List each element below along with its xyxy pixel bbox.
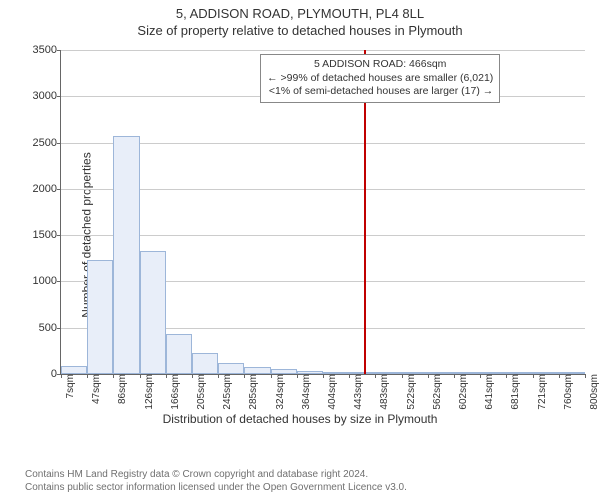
y-tick-label: 1500 xyxy=(33,229,61,241)
y-tick-label: 500 xyxy=(39,322,61,334)
page-title: 5, ADDISON ROAD, PLYMOUTH, PL4 8LL xyxy=(0,0,600,21)
footer-line-1: Contains HM Land Registry data © Crown c… xyxy=(25,469,407,482)
histogram-bar xyxy=(113,136,139,374)
x-tick-label: 641sqm xyxy=(480,374,495,410)
annotation-line-2: ← >99% of detached houses are smaller (6… xyxy=(267,72,493,86)
histogram-bar xyxy=(192,353,218,374)
x-tick-label: 285sqm xyxy=(244,374,259,410)
y-tick-label: 2500 xyxy=(33,137,61,149)
footer-line-2: Contains public sector information licen… xyxy=(25,482,407,495)
histogram-bar xyxy=(244,367,270,374)
x-tick-label: 86sqm xyxy=(113,374,128,404)
y-tick-label: 3500 xyxy=(33,44,61,56)
footer-attribution: Contains HM Land Registry data © Crown c… xyxy=(25,469,407,494)
annotation-line-1: 5 ADDISON ROAD: 466sqm xyxy=(267,58,493,72)
x-tick-label: 166sqm xyxy=(166,374,181,410)
x-tick-label: 522sqm xyxy=(402,374,417,410)
histogram-bar xyxy=(61,366,87,374)
histogram-bar xyxy=(87,260,113,374)
histogram-bar xyxy=(166,334,192,374)
chart-container: Number of detached properties 0500100015… xyxy=(0,40,600,430)
y-tick-label: 1000 xyxy=(33,275,61,287)
x-tick-label: 404sqm xyxy=(323,374,338,410)
x-tick-label: 800sqm xyxy=(585,374,600,410)
annotation-line-3: <1% of semi-detached houses are larger (… xyxy=(267,85,493,99)
gridline xyxy=(61,235,585,236)
x-tick-label: 562sqm xyxy=(428,374,443,410)
chart-subtitle: Size of property relative to detached ho… xyxy=(0,21,600,38)
x-tick-label: 721sqm xyxy=(533,374,548,410)
y-tick-label: 3000 xyxy=(33,90,61,102)
gridline xyxy=(61,143,585,144)
x-tick-label: 681sqm xyxy=(506,374,521,410)
y-tick-label: 2000 xyxy=(33,183,61,195)
x-tick-label: 7sqm xyxy=(61,374,76,398)
x-tick-label: 245sqm xyxy=(218,374,233,410)
plot-area: 05001000150020002500300035007sqm47sqm86s… xyxy=(60,50,585,375)
x-tick-label: 602sqm xyxy=(454,374,469,410)
histogram-bar xyxy=(218,363,244,374)
y-tick-label: 0 xyxy=(51,368,61,380)
x-tick-label: 47sqm xyxy=(87,374,102,404)
x-tick-label: 364sqm xyxy=(297,374,312,410)
x-axis-title: Distribution of detached houses by size … xyxy=(0,412,600,426)
x-tick-label: 126sqm xyxy=(140,374,155,410)
x-tick-label: 483sqm xyxy=(375,374,390,410)
gridline xyxy=(61,189,585,190)
histogram-bar xyxy=(140,251,166,374)
gridline xyxy=(61,50,585,51)
x-tick-label: 443sqm xyxy=(349,374,364,410)
annotation-box: 5 ADDISON ROAD: 466sqm ← >99% of detache… xyxy=(260,54,500,103)
x-tick-label: 760sqm xyxy=(559,374,574,410)
x-tick-label: 205sqm xyxy=(192,374,207,410)
x-tick-label: 324sqm xyxy=(271,374,286,410)
